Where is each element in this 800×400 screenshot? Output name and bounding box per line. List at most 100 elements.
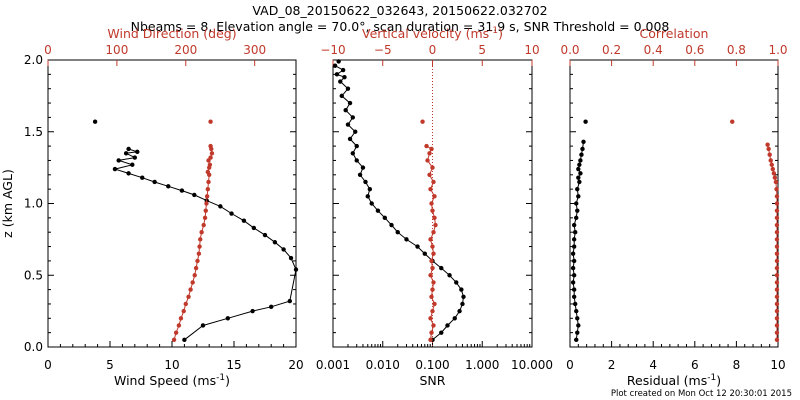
primary-data-point [369,201,374,206]
primary-data-point [445,323,450,328]
secondary-data-point [427,151,432,156]
primary-data-point [581,139,586,144]
y-axis-label: z (km AGL) [0,169,15,238]
primary-data-point [365,194,370,199]
primary-data-point [345,122,351,127]
secondary-data-point [774,237,780,242]
top-tick-label: 0.8 [727,43,746,57]
top-tick-label: 0.6 [685,43,704,57]
primary-data-point [192,192,197,198]
secondary-data-point [427,172,432,177]
secondary-data-point [772,175,778,180]
secondary-data-point [774,244,780,249]
primary-data-point [354,143,359,149]
primary-data-point [404,237,409,242]
figure-subtitle: Nbeams = 8, Elevation angle = 70.0°, sca… [131,19,670,34]
y-tick-label: 0.0 [24,340,43,354]
primary-data-point [360,165,366,170]
secondary-data-point [774,337,780,343]
primary-data-point [353,129,358,134]
primary-data-point [576,166,581,172]
top-tick-label: 0 [429,43,437,57]
secondary-data-point [774,323,780,328]
primary-data-point [250,308,255,314]
primary-data-point [287,298,292,304]
primary-data-point [334,72,340,77]
primary-data-point [293,267,299,272]
secondary-data-point [432,194,437,199]
primary-data-point [132,155,137,160]
primary-data-point [579,152,584,157]
primary-data-point [354,158,359,163]
secondary-data-point [424,143,429,149]
secondary-data-point [430,287,435,292]
primary-data-point [350,151,355,156]
secondary-data-point [430,265,435,271]
secondary-data-point [730,119,735,124]
x-tick-label: 4 [649,358,657,372]
primary-data-point [382,215,388,221]
secondary-data-point [425,158,430,163]
x-tick-label: 0.010 [366,358,400,372]
secondary-data-point [186,294,191,299]
primary-data-point [576,323,581,328]
primary-data-point [439,330,444,335]
secondary-data-point [774,330,780,335]
panel-wind: 0.0 0.5 1.0 1.5 2.0 z (km AGL) 0 5 10 15 20 Wind Sp… [0,26,304,388]
primary-data-point [578,158,583,163]
primary-data-point [459,287,464,292]
secondary-data-point [209,151,215,156]
figure-title: VAD_08_20150622_032643, 20150622.032702 [252,3,547,18]
secondary-data-point [428,316,433,321]
primary-data-point [112,166,118,172]
top-tick-label: 300 [243,43,266,57]
primary-data-point [576,194,581,199]
primary-data-point [241,218,247,223]
secondary-data-point [201,222,206,228]
secondary-data-point [171,337,177,343]
x-tick-label: 5 [106,358,114,372]
primary-data-point [389,222,394,228]
secondary-data-point [190,280,195,285]
primary-data-point [575,208,580,213]
primary-data-point [251,225,257,231]
secondary-data-point [766,146,771,152]
primary-data-point [422,251,427,256]
primary-data-point [229,211,234,216]
secondary-data-point [774,265,780,271]
primary-data-point [570,265,576,271]
secondary-data-point [774,294,780,299]
secondary-data-point [774,308,780,314]
x-tick-label: 2 [608,358,616,372]
primary-data-point [570,280,576,285]
top-tick-label: −10 [320,43,345,57]
primary-data-point [166,184,171,189]
primary-data-point [126,146,131,152]
secondary-data-point [770,166,775,172]
y-tick-label: 1.5 [24,125,43,139]
plot-frame [47,59,297,348]
primary-data-point [288,255,294,261]
secondary-data-point [774,201,780,206]
secondary-data-point [429,201,434,206]
secondary-data-point [206,179,211,185]
primary-data-point [332,63,338,68]
secondary-data-point [765,142,770,147]
top-tick-label: 5 [478,43,486,57]
secondary-data-point [432,301,437,307]
primary-data-point [339,93,344,99]
primary-data-point [454,280,459,285]
secondary-data-point [208,119,213,124]
primary-data-point [347,136,353,142]
top-tick-label: 0.2 [602,43,621,57]
x-tick-label: 20 [288,358,303,372]
secondary-data-point [428,273,433,278]
secondary-data-point [771,171,777,176]
secondary-data-point [429,258,434,264]
x-tick-label: 6 [691,358,699,372]
panel-snr: 0.001 0.010 0.100 1.000 10.000 SNR −10 −5 0 5 10 Ve… [316,26,553,388]
secondary-data-point [774,222,780,228]
primary-data-point [262,232,268,238]
primary-data-point [130,162,135,167]
primary-data-point [415,244,420,249]
